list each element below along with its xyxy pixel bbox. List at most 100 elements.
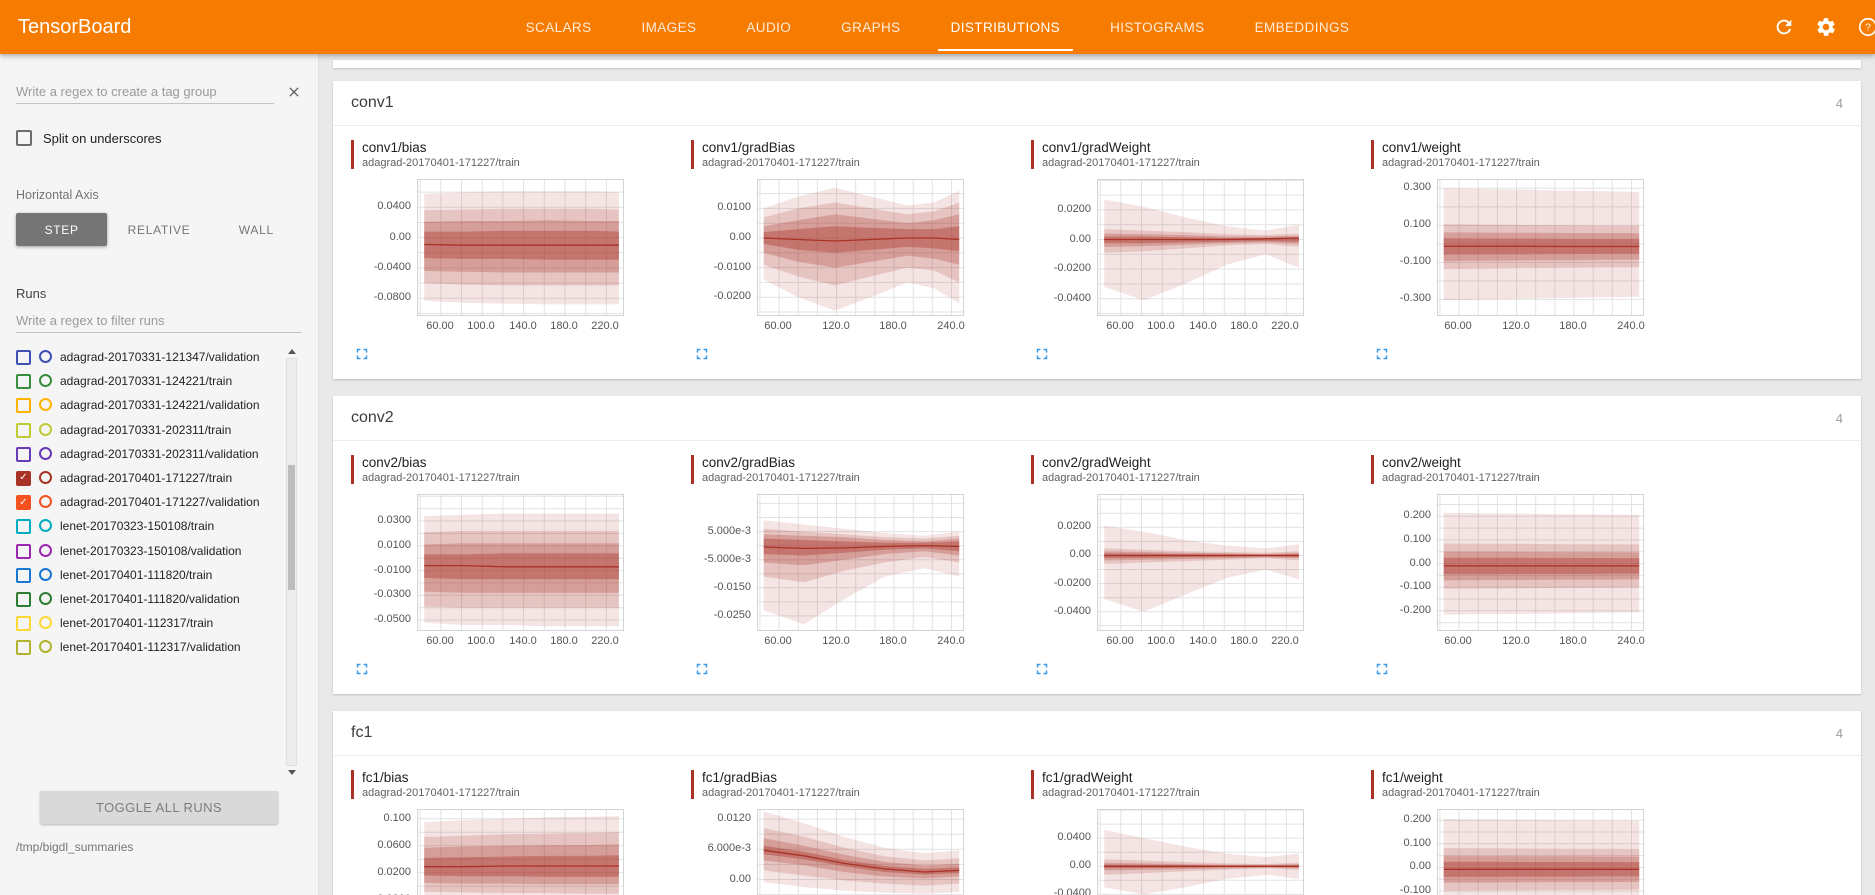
run-radio-icon[interactable] — [39, 398, 52, 412]
run-checkbox[interactable] — [16, 640, 31, 656]
run-row[interactable]: adagrad-20170331-202311/train — [16, 418, 268, 442]
run-row[interactable]: adagrad-20170331-202311/validation — [16, 442, 268, 466]
tab-images[interactable]: IMAGES — [641, 19, 697, 35]
close-icon[interactable] — [286, 84, 302, 100]
x-tick-label: 120.0 — [822, 635, 850, 647]
run-radio-icon[interactable] — [39, 640, 52, 654]
run-row[interactable]: ✓ adagrad-20170401-171227/validation — [16, 490, 268, 514]
run-row[interactable]: lenet-20170401-111820/train — [16, 563, 268, 587]
scroll-down-icon[interactable] — [287, 766, 296, 779]
run-row[interactable]: adagrad-20170331-124221/train — [16, 369, 268, 393]
split-underscores-checkbox[interactable]: Split on underscores — [16, 130, 302, 146]
x-tick-label: 100.0 — [1147, 320, 1175, 332]
y-tick-label: 0.00 — [729, 873, 751, 885]
expand-icon[interactable] — [353, 660, 371, 678]
category-header[interactable]: conv1 4 — [333, 81, 1861, 126]
y-axis: 0.0400 0.00 -0.0400 -0.0800 — [351, 179, 417, 316]
run-checkbox[interactable] — [16, 543, 31, 559]
y-tick-label: 0.300 — [1403, 181, 1431, 193]
expand-icon[interactable] — [1373, 660, 1391, 678]
axis-button-wall[interactable]: WALL — [238, 222, 274, 237]
tag-regex-input[interactable] — [16, 80, 274, 104]
run-radio-icon[interactable] — [39, 470, 52, 484]
run-checkbox[interactable]: ✓ — [16, 470, 31, 486]
scroll-up-icon[interactable] — [287, 345, 296, 358]
tab-audio[interactable]: AUDIO — [746, 19, 792, 35]
tab-embeddings[interactable]: EMBEDDINGS — [1254, 19, 1350, 35]
run-radio-icon[interactable] — [39, 422, 52, 436]
run-color-bar — [691, 455, 694, 484]
run-row[interactable]: lenet-20170401-112317/train — [16, 611, 268, 635]
category-header[interactable]: fc1 4 — [333, 711, 1861, 756]
run-radio-icon[interactable] — [39, 495, 52, 509]
run-name: lenet-20170323-150108/validation — [60, 543, 242, 558]
y-tick-label: 0.100 — [383, 812, 411, 824]
refresh-icon[interactable] — [1773, 16, 1795, 38]
y-tick-label: 6.000e-3 — [707, 842, 751, 854]
run-name: adagrad-20170331-124221/train — [60, 374, 233, 389]
y-tick-label: -0.0150 — [713, 581, 751, 593]
run-checkbox[interactable] — [16, 350, 31, 365]
run-row[interactable]: ✓ adagrad-20170401-171227/train — [16, 466, 268, 490]
y-tick-label: -0.300 — [1399, 292, 1431, 304]
axis-button-step[interactable]: STEP — [16, 213, 108, 246]
run-row[interactable]: lenet-20170401-112317/validation — [16, 635, 268, 659]
run-checkbox[interactable] — [16, 398, 31, 414]
chart-run-label: adagrad-20170401-171227/train — [362, 157, 520, 169]
axis-button-relative[interactable]: RELATIVE — [127, 222, 191, 237]
x-tick-label: 240.0 — [937, 635, 965, 647]
y-tick-label: -0.100 — [1399, 884, 1431, 895]
run-radio-icon[interactable] — [39, 591, 52, 605]
run-checkbox[interactable] — [16, 519, 31, 535]
run-checkbox[interactable] — [16, 446, 31, 462]
x-tick-label: 180.0 — [1230, 635, 1258, 647]
run-checkbox[interactable]: ✓ — [16, 495, 31, 511]
run-row[interactable]: lenet-20170323-150108/train — [16, 514, 268, 538]
run-row[interactable]: lenet-20170323-150108/validation — [16, 539, 268, 563]
run-checkbox[interactable] — [16, 616, 31, 632]
expand-icon[interactable] — [1033, 660, 1051, 678]
x-tick-label: 140.0 — [509, 320, 537, 332]
run-checkbox[interactable] — [16, 591, 31, 607]
expand-icon[interactable] — [1373, 345, 1391, 363]
settings-icon[interactable] — [1815, 16, 1837, 38]
expand-icon[interactable] — [353, 345, 371, 363]
run-row[interactable]: adagrad-20170331-121347/validation — [16, 345, 268, 369]
run-radio-icon[interactable] — [39, 350, 52, 363]
tab-distributions[interactable]: DISTRIBUTIONS — [926, 0, 1085, 54]
tab-graphs[interactable]: GRAPHS — [841, 19, 901, 35]
expand-icon[interactable] — [693, 345, 711, 363]
run-radio-icon[interactable] — [39, 374, 52, 388]
y-tick-label: 0.00 — [1069, 233, 1091, 245]
run-row[interactable]: adagrad-20170331-124221/validation — [16, 393, 268, 417]
run-name: adagrad-20170331-202311/train — [60, 422, 232, 437]
toggle-all-runs-button[interactable]: TOGGLE ALL RUNS — [40, 791, 278, 824]
expand-icon[interactable] — [1033, 345, 1051, 363]
category-header[interactable]: conv2 4 — [333, 396, 1861, 441]
runs-scrollbar[interactable] — [285, 345, 298, 779]
run-radio-icon[interactable] — [39, 519, 52, 533]
x-tick-label: 180.0 — [879, 320, 907, 332]
tab-scalars[interactable]: SCALARS — [525, 19, 592, 35]
y-axis: 0.100 0.0600 0.0200 -0.0200 — [351, 809, 417, 895]
x-tick-label: 60.00 — [1106, 320, 1134, 332]
tab-histograms[interactable]: HISTOGRAMS — [1110, 19, 1205, 35]
x-tick-label: 180.0 — [1559, 635, 1587, 647]
run-checkbox[interactable] — [16, 567, 31, 583]
x-axis: 60.00 120.0 180.0 240.0 — [1437, 320, 1645, 336]
run-checkbox[interactable] — [16, 374, 31, 390]
run-radio-icon[interactable] — [39, 616, 52, 630]
run-radio-icon[interactable] — [39, 543, 52, 557]
y-tick-label: -0.200 — [1399, 604, 1431, 616]
run-radio-icon[interactable] — [39, 446, 52, 460]
run-color-bar — [351, 770, 354, 799]
runs-filter-input[interactable] — [16, 309, 302, 333]
expand-icon[interactable] — [693, 660, 711, 678]
split-underscores-label: Split on underscores — [43, 130, 162, 146]
run-radio-icon[interactable] — [39, 567, 52, 581]
run-checkbox[interactable] — [16, 422, 31, 438]
run-row[interactable]: lenet-20170401-111820/validation — [16, 587, 268, 611]
help-icon[interactable]: ? — [1857, 16, 1875, 38]
scrollbar-thumb[interactable] — [288, 464, 295, 591]
scrollbar-track[interactable] — [286, 358, 297, 766]
